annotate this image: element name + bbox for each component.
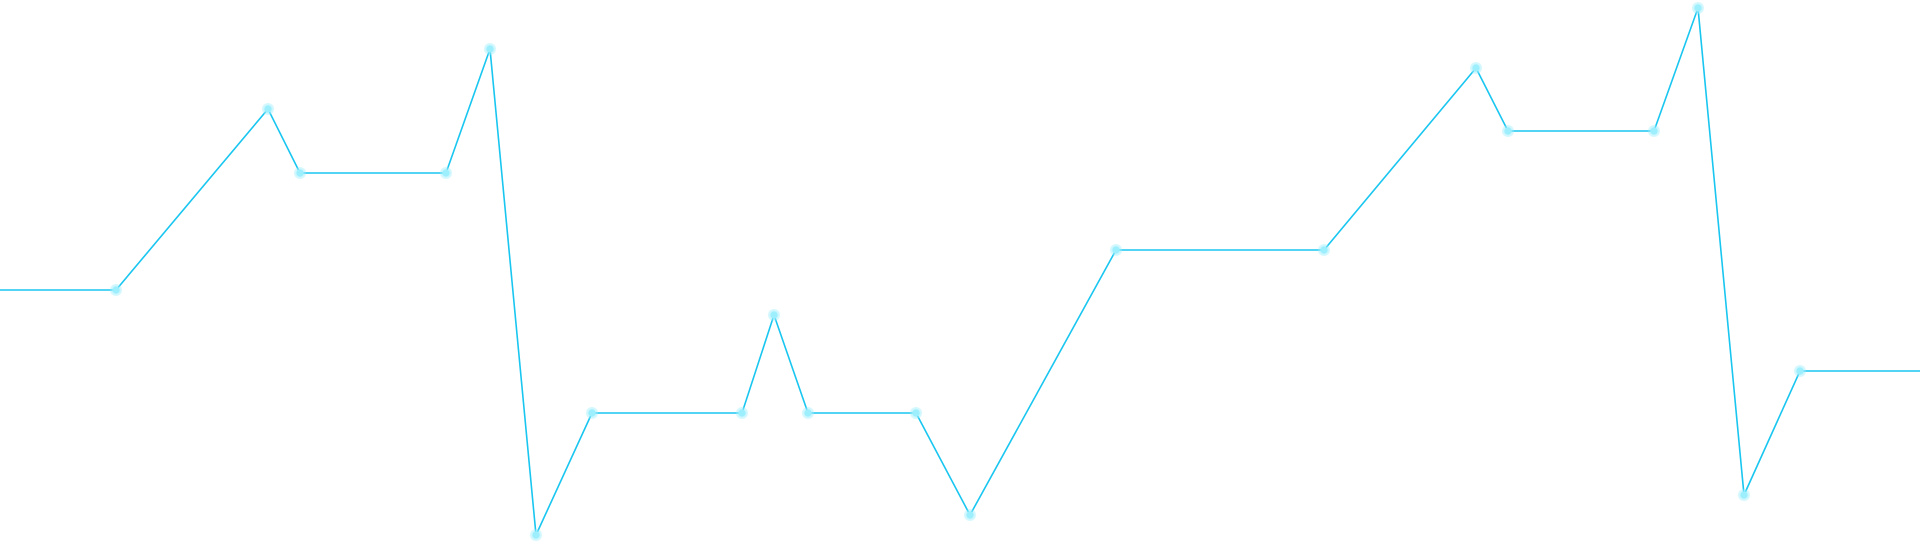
data-point-marker: [738, 409, 746, 417]
data-point-marker: [1796, 367, 1804, 375]
data-point: [768, 309, 780, 321]
data-point-marker: [1650, 127, 1658, 135]
data-point: [802, 407, 814, 419]
data-point: [910, 407, 922, 419]
data-point: [1502, 125, 1514, 137]
data-point-marker: [1694, 4, 1702, 12]
data-point-marker: [804, 409, 812, 417]
data-point: [1692, 2, 1704, 14]
data-point-marker: [588, 409, 596, 417]
data-point: [294, 167, 306, 179]
data-point-marker: [966, 511, 974, 519]
data-point: [484, 43, 496, 55]
data-point: [1738, 489, 1750, 501]
data-point-marker: [1472, 64, 1480, 72]
data-point-marker: [532, 531, 540, 539]
data-point-marker: [296, 169, 304, 177]
data-point-marker: [1504, 127, 1512, 135]
data-point-marker: [770, 311, 778, 319]
series-line: [0, 7, 1920, 536]
data-point-marker: [486, 45, 494, 53]
data-point-marker: [264, 105, 272, 113]
data-point-marker: [1320, 246, 1328, 254]
data-point-marker: [912, 409, 920, 417]
data-point: [1794, 365, 1806, 377]
data-point: [530, 529, 542, 541]
data-point-marker: [442, 169, 450, 177]
data-point: [736, 407, 748, 419]
data-point-marker: [112, 286, 120, 294]
data-point: [1648, 125, 1660, 137]
data-point: [262, 103, 274, 115]
data-point: [440, 167, 452, 179]
data-point: [1110, 244, 1122, 256]
series-layer: [0, 7, 1920, 536]
data-point: [964, 509, 976, 521]
data-point-marker: [1740, 491, 1748, 499]
marker-layer: [110, 2, 1806, 541]
data-point: [1470, 62, 1482, 74]
data-point: [110, 284, 122, 296]
data-point-marker: [1112, 246, 1120, 254]
data-point: [1318, 244, 1330, 256]
data-point: [586, 407, 598, 419]
